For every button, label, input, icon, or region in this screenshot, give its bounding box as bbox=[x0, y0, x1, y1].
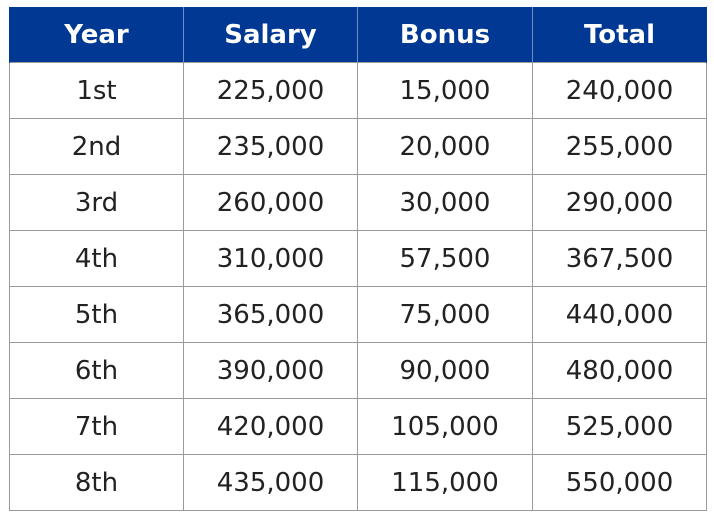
cell-year: 3rd bbox=[9, 174, 184, 231]
header-salary: Salary bbox=[183, 7, 358, 63]
cell-year: 2nd bbox=[9, 118, 184, 175]
table-row: 7th 420,000 105,000 525,000 bbox=[9, 398, 707, 455]
cell-year: 8th bbox=[9, 454, 184, 511]
table-row: 1st 225,000 15,000 240,000 bbox=[9, 62, 707, 119]
cell-year: 1st bbox=[9, 62, 184, 119]
cell-total: 255,000 bbox=[532, 118, 707, 175]
cell-bonus: 20,000 bbox=[357, 118, 533, 175]
cell-total: 290,000 bbox=[532, 174, 707, 231]
cell-bonus: 30,000 bbox=[357, 174, 533, 231]
cell-year: 6th bbox=[9, 342, 184, 399]
table-body: 1st 225,000 15,000 240,000 2nd 235,000 2… bbox=[9, 62, 707, 511]
cell-total: 550,000 bbox=[532, 454, 707, 511]
cell-salary: 365,000 bbox=[183, 286, 358, 343]
cell-total: 367,500 bbox=[532, 230, 707, 287]
table-row: 6th 390,000 90,000 480,000 bbox=[9, 342, 707, 399]
cell-total: 525,000 bbox=[532, 398, 707, 455]
table-header: Year Salary Bonus Total bbox=[9, 7, 707, 63]
cell-bonus: 105,000 bbox=[357, 398, 533, 455]
cell-bonus: 115,000 bbox=[357, 454, 533, 511]
header-year: Year bbox=[9, 7, 184, 63]
table-row: 3rd 260,000 30,000 290,000 bbox=[9, 174, 707, 231]
cell-salary: 225,000 bbox=[183, 62, 358, 119]
table-row: 2nd 235,000 20,000 255,000 bbox=[9, 118, 707, 175]
cell-bonus: 15,000 bbox=[357, 62, 533, 119]
salary-table-container: Year Salary Bonus Total 1st 225,000 15,0… bbox=[9, 7, 707, 511]
header-row: Year Salary Bonus Total bbox=[9, 7, 707, 63]
cell-total: 480,000 bbox=[532, 342, 707, 399]
cell-salary: 310,000 bbox=[183, 230, 358, 287]
salary-table: Year Salary Bonus Total 1st 225,000 15,0… bbox=[9, 7, 707, 511]
cell-salary: 420,000 bbox=[183, 398, 358, 455]
table-row: 8th 435,000 115,000 550,000 bbox=[9, 454, 707, 511]
header-total: Total bbox=[532, 7, 707, 63]
table-row: 5th 365,000 75,000 440,000 bbox=[9, 286, 707, 343]
header-bonus: Bonus bbox=[357, 7, 533, 63]
cell-salary: 435,000 bbox=[183, 454, 358, 511]
cell-bonus: 75,000 bbox=[357, 286, 533, 343]
cell-total: 240,000 bbox=[532, 62, 707, 119]
cell-year: 7th bbox=[9, 398, 184, 455]
cell-total: 440,000 bbox=[532, 286, 707, 343]
cell-bonus: 90,000 bbox=[357, 342, 533, 399]
cell-salary: 390,000 bbox=[183, 342, 358, 399]
table-row: 4th 310,000 57,500 367,500 bbox=[9, 230, 707, 287]
cell-salary: 235,000 bbox=[183, 118, 358, 175]
cell-year: 4th bbox=[9, 230, 184, 287]
cell-salary: 260,000 bbox=[183, 174, 358, 231]
cell-year: 5th bbox=[9, 286, 184, 343]
cell-bonus: 57,500 bbox=[357, 230, 533, 287]
